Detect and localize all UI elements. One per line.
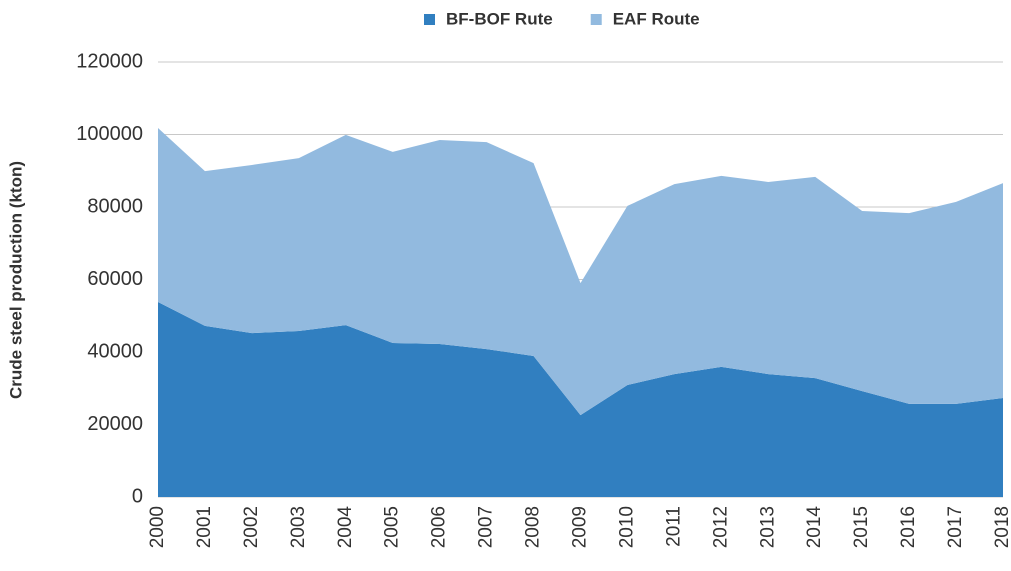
x-tick-label: 2005 [382,506,403,548]
x-tick-label: 2018 [992,506,1011,548]
x-tick-label: 2016 [898,506,919,548]
x-tick-label: 2010 [616,506,637,548]
y-tick-label: 80000 [87,195,143,217]
x-tick-label: 2004 [335,506,356,549]
x-tick-label: 2017 [945,506,966,548]
y-tick-label: 60000 [87,268,143,290]
x-tick-label: 2002 [241,506,262,548]
x-tick-label: 2015 [851,506,872,548]
x-tick-label: 2013 [757,506,778,548]
area [158,127,1003,416]
x-tick-label: 2006 [429,506,450,548]
x-tick-label: 2012 [710,506,731,548]
y-tick-label: 120000 [76,50,143,72]
x-tick-label: 2014 [804,506,825,549]
x-tick-label: 2008 [523,506,544,548]
y-tick-label: 20000 [87,413,143,435]
legend-swatch [590,14,602,25]
x-tick-label: 2003 [288,506,309,548]
x-tick-label: 2001 [194,506,215,548]
legend-swatch [424,14,435,25]
legend-label: BF-BOF Rute [446,9,553,28]
x-tick-label: 2011 [663,506,684,547]
x-tick-label: 2000 [147,506,168,548]
y-tick-label: 40000 [87,340,143,362]
area [158,301,1003,497]
y-tick-label: 0 [132,485,143,507]
y-tick-label: 100000 [76,123,143,145]
x-tick-label: 2007 [476,506,497,548]
y-axis-label: Crude steel production (kton) [6,161,25,399]
x-tick-label: 2009 [570,506,591,548]
legend-label: EAF Route [613,9,700,28]
